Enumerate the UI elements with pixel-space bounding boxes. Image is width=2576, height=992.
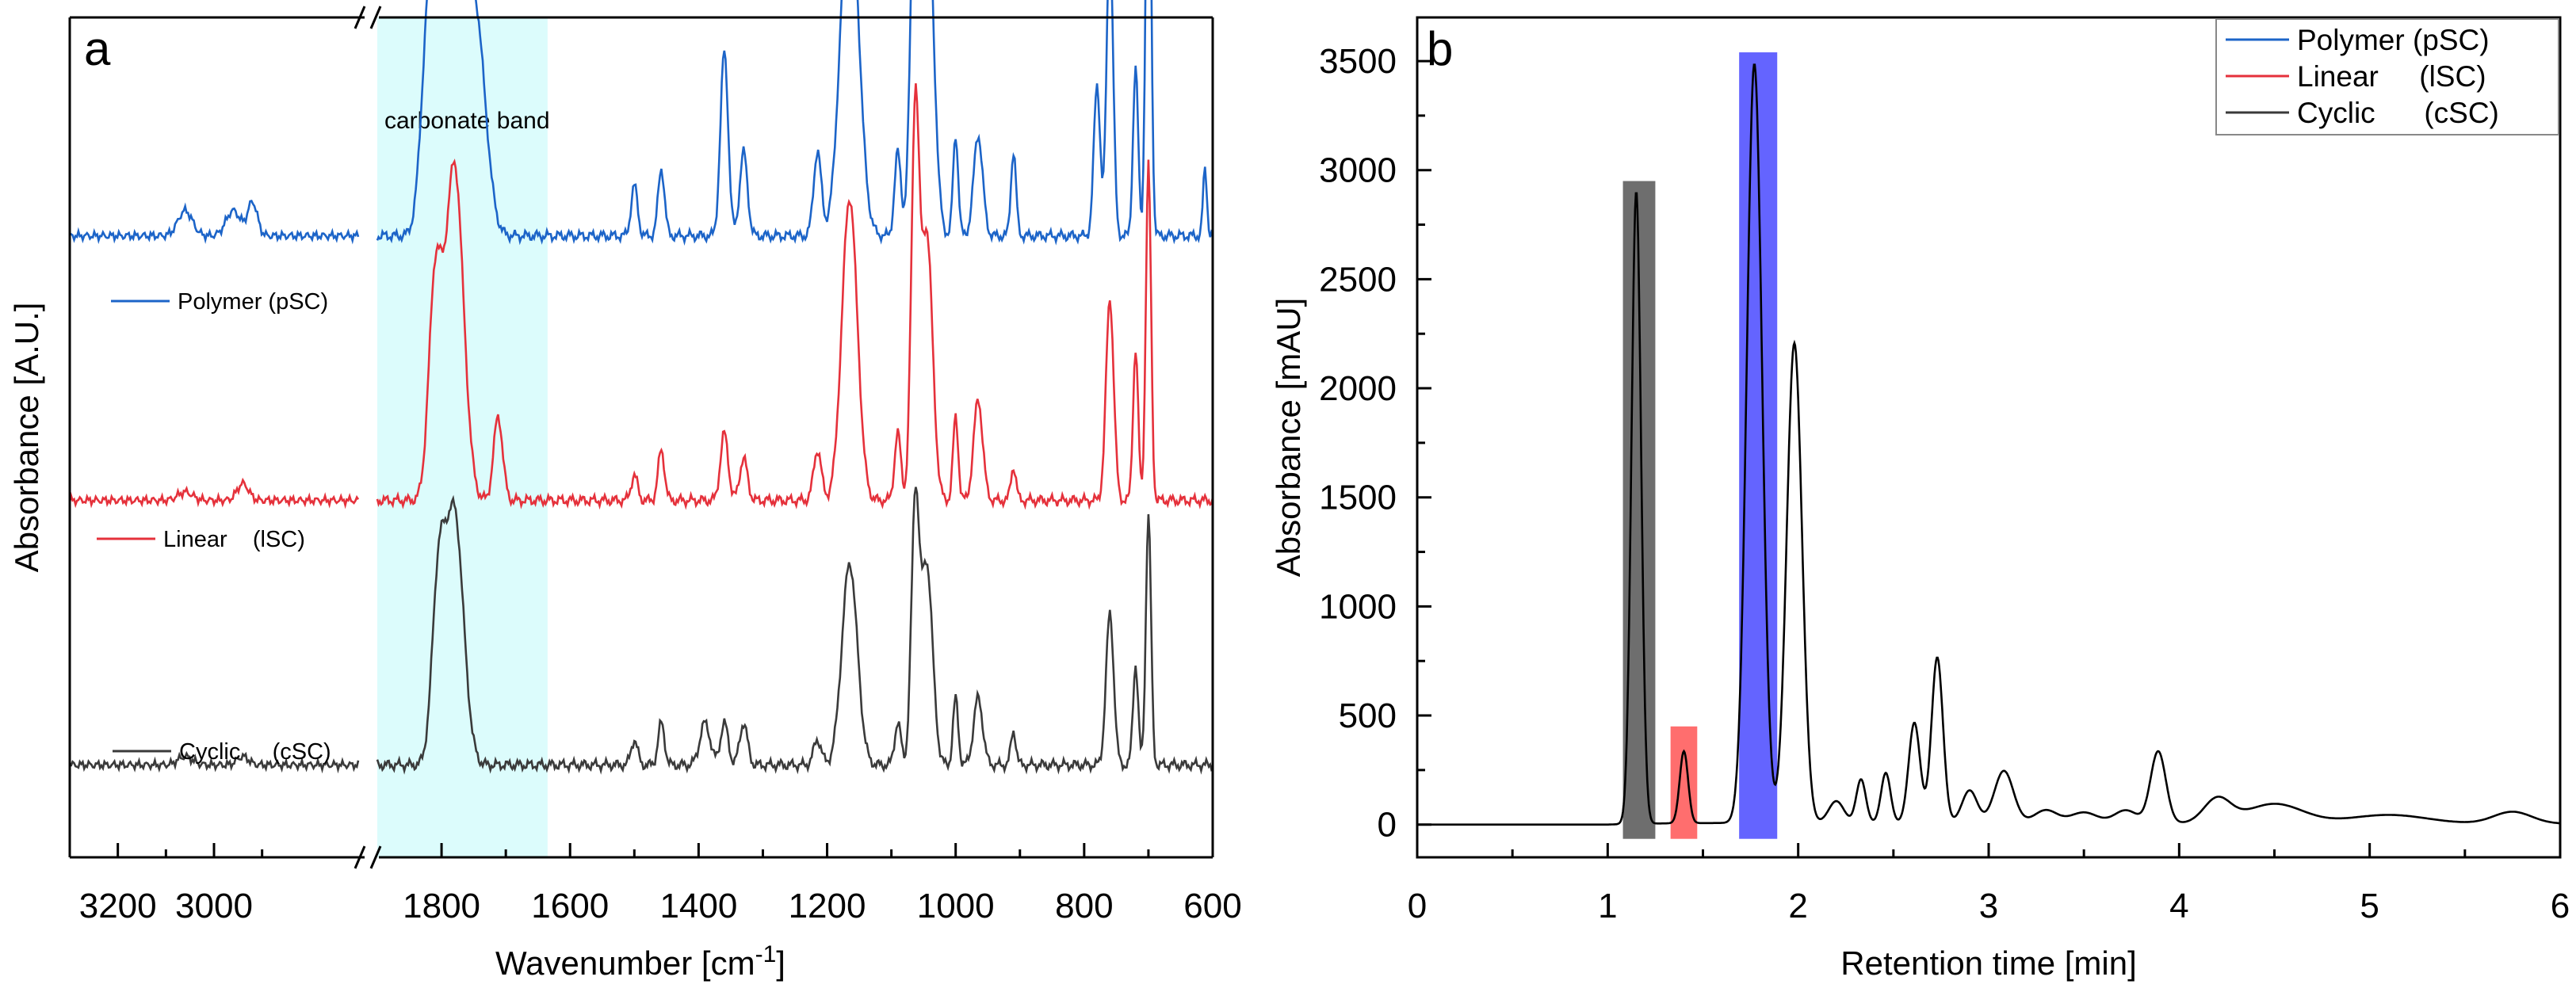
carbonate-band-label: carbonate band xyxy=(384,108,550,134)
chromatogram-line xyxy=(1417,63,2560,826)
x-tick-label: 6 xyxy=(2551,887,2570,925)
legend-label-1: Linear (lSC) xyxy=(163,527,305,552)
legend-label-b-0: Polymer (pSC) xyxy=(2297,24,2490,56)
y-tick-label: 3000 xyxy=(1319,151,1397,190)
panel-b-label: b xyxy=(1427,22,1453,75)
x-tick-label: 600 xyxy=(1183,887,1241,925)
spectrum-1-ch-region xyxy=(68,477,360,509)
y-tick-label: 0 xyxy=(1378,806,1397,845)
panel-b-xlabel: Retention time [min] xyxy=(1840,944,2137,982)
x-tick-label: 1400 xyxy=(659,887,737,925)
panel-b-legend: Polymer (pSC) Linear (lSC) Cyclic (cSC) xyxy=(2215,18,2559,135)
axis-break-top xyxy=(354,6,382,29)
bar-linear-lsc- xyxy=(1670,726,1698,839)
y-tick-label: 1000 xyxy=(1319,587,1397,626)
spectrum-0-fingerprint xyxy=(376,0,1214,246)
x-tick-label: 1 xyxy=(1598,887,1617,925)
y-tick-label: 2000 xyxy=(1319,369,1397,408)
panel-a-x-ticks: 3200 3000 1800 1600 1400 1200 1000 800 600 xyxy=(68,843,1242,925)
x-tick-label: 0 xyxy=(1408,887,1427,925)
x-tick-label: 5 xyxy=(2360,887,2379,925)
legend-label-2: Cyclic (cSC) xyxy=(179,739,331,765)
carbonate-band-highlight xyxy=(377,17,548,857)
panel-a-label: a xyxy=(84,22,111,75)
x-tick-label: 3200 xyxy=(79,887,157,925)
y-tick-label: 500 xyxy=(1339,696,1397,735)
spectrum-0-ch-region xyxy=(69,199,360,245)
panel-b-series xyxy=(1417,63,2560,826)
panel-a: carbonate band 3200 3000 1800 1600 1400 1200 1… xyxy=(8,0,1242,982)
x-tick-label: 1800 xyxy=(403,887,480,925)
legend-label-b-2: Cyclic (cSC) xyxy=(2297,97,2499,129)
spectrum-1-fingerprint xyxy=(376,83,1214,510)
panel-a-legend: Polymer (pSC) Linear (lSC) Cyclic (cSC) xyxy=(97,289,331,765)
panel-a-ylabel: Absorbance [A.U.] xyxy=(8,303,45,573)
x-tick-label: 1200 xyxy=(789,887,866,925)
spectrum-2-fingerprint xyxy=(376,486,1213,775)
x-tick-label: 2 xyxy=(1788,887,1807,925)
panel-b-ylabel: Absorbance [mAU] xyxy=(1270,298,1307,578)
x-tick-label: 3000 xyxy=(175,887,253,925)
x-tick-label: 1600 xyxy=(531,887,609,925)
spectrum-2-ch-region xyxy=(69,750,360,774)
panel-a-xlabel: Wavenumber [cm-1] xyxy=(495,941,785,982)
legend-label-0: Polymer (pSC) xyxy=(178,289,328,315)
x-tick-label: 4 xyxy=(2169,887,2188,925)
y-tick-label: 2500 xyxy=(1319,260,1397,299)
axis-break-bottom xyxy=(354,845,382,869)
x-tick-label: 800 xyxy=(1055,887,1113,925)
legend-label-b-1: Linear (lSC) xyxy=(2297,60,2486,93)
panel-a-series xyxy=(68,0,1214,775)
x-tick-label: 3 xyxy=(1979,887,1998,925)
y-tick-label: 3500 xyxy=(1319,42,1397,81)
panel-b: 0 1 2 3 4 5 6 0 500 1000 1500 2000 2500 3000 3500 b Ab… xyxy=(1270,16,2570,982)
panel-b-ticks: 0 1 2 3 4 5 6 0 500 1000 1500 2000 2500 3000 3500 xyxy=(1319,42,2570,925)
y-tick-label: 1500 xyxy=(1319,479,1397,517)
x-tick-label: 1000 xyxy=(917,887,995,925)
panel-b-frame xyxy=(1416,16,2562,859)
